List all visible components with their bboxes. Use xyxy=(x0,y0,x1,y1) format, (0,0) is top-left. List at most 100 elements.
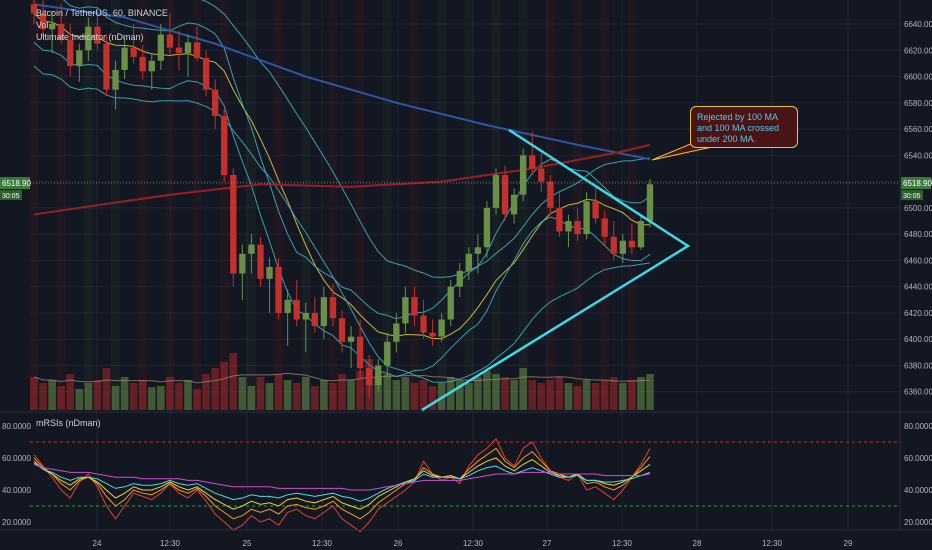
volume-bar xyxy=(202,374,210,410)
candle-body xyxy=(76,50,83,67)
candle-body xyxy=(520,155,527,195)
candle-body xyxy=(474,247,482,254)
volume-bar xyxy=(48,380,56,410)
time-tick-label: 12:30 xyxy=(463,539,484,548)
volume-bar xyxy=(646,374,654,410)
annotation-callout[interactable]: Rejected by 100 MA and 100 MA crossed un… xyxy=(690,106,798,148)
price-tick-label: 6500.00 xyxy=(904,204,932,213)
volume-ma-line xyxy=(33,372,651,384)
candle-body xyxy=(375,365,382,386)
left-price-label: 6518.90 xyxy=(2,179,31,188)
volume-bar xyxy=(57,386,65,410)
symmetrical-triangle-drawing[interactable] xyxy=(421,128,691,412)
volume-bar xyxy=(555,377,564,410)
volume-bar xyxy=(39,383,47,410)
price-tick-label: 6400.00 xyxy=(904,335,932,344)
volume-bar xyxy=(582,380,591,410)
candle-body xyxy=(193,42,201,59)
left-price-badge xyxy=(0,177,30,190)
callout-line-3: under 200 MA. xyxy=(697,134,757,144)
candle-body xyxy=(456,270,463,287)
time-tick-label: 12:30 xyxy=(612,539,633,548)
candle-body xyxy=(275,266,282,313)
volume-bar xyxy=(410,383,419,410)
candle-body xyxy=(646,184,654,221)
session-stripe xyxy=(219,0,229,410)
time-tick-label: 25 xyxy=(243,539,252,548)
rsi-legend[interactable]: mRSIs (nDman) xyxy=(36,418,101,428)
triangle-line xyxy=(421,128,691,412)
volume-bar xyxy=(30,377,38,410)
candle-body xyxy=(230,175,237,274)
session-stripe xyxy=(246,0,256,410)
price-tick-label: 6440.00 xyxy=(904,283,932,292)
candle-body xyxy=(366,368,373,386)
session-stripe xyxy=(409,0,419,410)
rsi-tick-label-left: 40.0000 xyxy=(2,486,31,495)
time-tick-label: 27 xyxy=(543,539,552,548)
volume-bar xyxy=(501,377,509,410)
volume-bar xyxy=(129,383,138,410)
candle-body xyxy=(637,220,645,248)
rsi-series-line xyxy=(33,457,651,510)
rsi-pane xyxy=(0,411,932,533)
session-stripe xyxy=(464,0,474,410)
candle-body xyxy=(58,24,65,40)
volume-bar xyxy=(329,383,337,410)
volume-bar xyxy=(138,380,147,410)
time-tick-label: 12:30 xyxy=(160,539,181,548)
candle-body xyxy=(347,336,355,342)
volume-bar xyxy=(193,389,201,410)
candle-body xyxy=(501,175,509,215)
indicator-legend[interactable]: Ultimate Indicator (nDman) xyxy=(36,32,144,42)
candle-body xyxy=(202,58,210,90)
candle-body xyxy=(510,194,518,215)
candle-body xyxy=(157,34,164,61)
candle-body xyxy=(48,24,56,30)
session-stripe xyxy=(165,0,175,410)
candle-body xyxy=(356,336,364,369)
volume-bar xyxy=(184,380,192,410)
candle-body xyxy=(39,13,47,30)
price-tick-label: 6560.00 xyxy=(904,125,932,134)
session-stripe xyxy=(111,0,121,410)
rsi-tick-label-right: 40.0000 xyxy=(904,486,932,495)
volume-bar xyxy=(546,380,555,410)
candle-body xyxy=(85,26,92,51)
candle-body xyxy=(592,201,599,219)
candle-body xyxy=(212,89,219,116)
volume-bar xyxy=(75,389,84,410)
volume-bar xyxy=(600,380,609,410)
candle-body xyxy=(112,69,119,90)
session-stripe xyxy=(328,0,338,410)
volume-bar xyxy=(492,374,500,410)
volume-bar xyxy=(283,380,292,410)
price-tick-label: 6460.00 xyxy=(904,256,932,265)
volume-bar xyxy=(102,368,111,410)
volume-bar xyxy=(175,383,183,410)
price-tick-label: 6540.00 xyxy=(904,151,932,160)
candle-body xyxy=(221,115,228,176)
candle-body xyxy=(402,297,409,324)
candlesticks xyxy=(30,0,654,399)
countdown-label: 30:05 xyxy=(903,193,921,200)
candle-body xyxy=(94,26,101,44)
volume-legend[interactable]: Vol xyxy=(36,20,49,30)
volume-bar xyxy=(573,386,582,410)
session-stripe xyxy=(29,0,39,410)
volume-bar xyxy=(564,383,573,410)
candle-body xyxy=(556,207,563,232)
indicator-band-line xyxy=(33,65,651,383)
candle-body xyxy=(420,315,427,333)
time-tick-label: 26 xyxy=(394,539,403,548)
symbol-legend[interactable]: Bitcoin / TetherUS, 60, BINANCE xyxy=(36,8,168,18)
candle-body xyxy=(103,43,110,90)
time-tick-label: 12:30 xyxy=(312,539,333,548)
volume-bar xyxy=(238,377,247,410)
candle-body xyxy=(30,4,38,14)
time-tick-label: 28 xyxy=(693,539,702,548)
candle-body xyxy=(302,312,309,320)
candle-body xyxy=(492,175,500,208)
volume-bar xyxy=(474,377,482,410)
